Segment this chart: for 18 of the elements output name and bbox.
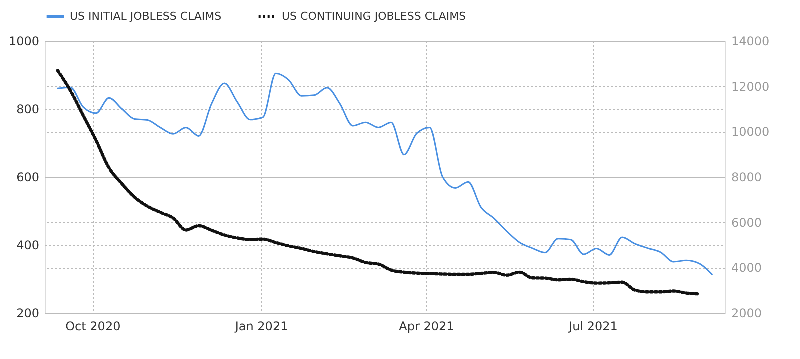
x-tick-label: Jan 2021: [234, 320, 288, 334]
y2-tick-label: 6000: [732, 216, 762, 230]
y-tick-label: 200: [16, 306, 40, 320]
y-tick-label: 600: [16, 170, 40, 184]
y2-tick-label: 10000: [732, 125, 770, 140]
x-tick-label: Apr 2021: [399, 320, 454, 334]
y-tick-label: 400: [16, 238, 40, 252]
y2-tick-label: 2000: [732, 306, 762, 320]
x-tick-label: Jul 2021: [568, 320, 618, 334]
y2-tick-label: 14000: [732, 34, 770, 48]
legend-label: US INITIAL JOBLESS CLAIMS: [70, 10, 222, 23]
legend-label: US CONTINUING JOBLESS CLAIMS: [282, 10, 466, 23]
y2-tick-label: 4000: [732, 261, 762, 276]
y2-tick-label: 8000: [732, 170, 762, 184]
x-tick-label: Oct 2020: [66, 320, 121, 334]
y2-tick-label: 12000: [732, 80, 770, 94]
y-tick-label: 1000: [8, 34, 40, 48]
y-tick-label: 800: [16, 102, 40, 116]
